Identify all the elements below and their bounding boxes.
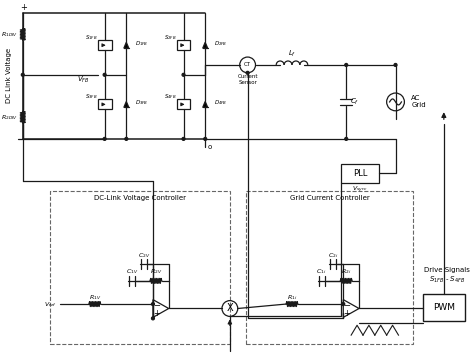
Circle shape [182, 137, 185, 140]
Text: $S_{1FB}$: $S_{1FB}$ [85, 33, 98, 42]
Text: $C_{1i}$: $C_{1i}$ [317, 267, 327, 276]
Bar [246, 191, 413, 344]
Text: DC-Link Voltage Controller: DC-Link Voltage Controller [94, 195, 186, 201]
Circle shape [204, 137, 207, 140]
Text: $-$: $-$ [153, 300, 161, 309]
Text: $V_{ref}$: $V_{ref}$ [45, 300, 57, 309]
Text: PWM: PWM [433, 303, 455, 312]
Text: $R_{1V}$: $R_{1V}$ [89, 293, 101, 302]
Circle shape [152, 303, 155, 305]
Text: $C_{2V}$: $C_{2V}$ [138, 251, 150, 260]
Text: $+$: $+$ [343, 308, 351, 318]
Circle shape [246, 71, 249, 74]
Circle shape [394, 63, 397, 67]
Bar [98, 40, 111, 50]
Text: Drive Signals
$S_{1FB}$ - $S_{4FB}$: Drive Signals $S_{1FB}$ - $S_{4FB}$ [424, 267, 470, 285]
Text: $C_{f}$: $C_{f}$ [350, 97, 360, 107]
Polygon shape [124, 101, 129, 107]
Bar [177, 40, 191, 50]
Circle shape [125, 137, 128, 140]
Text: PLL: PLL [353, 169, 367, 178]
Polygon shape [203, 101, 208, 107]
Text: $R_{1i}$: $R_{1i}$ [287, 293, 297, 302]
Text: +: + [20, 3, 27, 12]
Text: $D_{3FB}$: $D_{3FB}$ [135, 98, 148, 107]
Text: Grid Current Controller: Grid Current Controller [290, 195, 369, 201]
Circle shape [345, 63, 348, 67]
Bar [50, 191, 230, 344]
Circle shape [182, 73, 185, 76]
Text: $-$: $-$ [343, 300, 351, 309]
Text: $V_{sync}$: $V_{sync}$ [352, 185, 368, 195]
Circle shape [103, 137, 106, 140]
Circle shape [342, 303, 345, 305]
Text: CT: CT [244, 62, 251, 67]
Text: $D_{2FB}$: $D_{2FB}$ [214, 39, 228, 48]
Text: $S_{2FB}$: $S_{2FB}$ [164, 33, 177, 42]
Bar [177, 100, 191, 109]
Circle shape [152, 317, 155, 320]
Bar [98, 100, 111, 109]
Text: $V_{FB}$: $V_{FB}$ [77, 74, 90, 85]
Text: $C_{1V}$: $C_{1V}$ [126, 267, 138, 276]
Text: $S_{3FB}$: $S_{3FB}$ [85, 92, 98, 101]
Bar [423, 294, 465, 321]
Text: $C_{2i}$: $C_{2i}$ [328, 251, 338, 260]
Text: $D_{1FB}$: $D_{1FB}$ [135, 39, 148, 48]
Text: X: X [227, 304, 233, 314]
Polygon shape [203, 42, 208, 48]
Text: $R_{1DIV}$: $R_{1DIV}$ [1, 30, 18, 39]
Polygon shape [124, 42, 129, 48]
Circle shape [342, 279, 345, 282]
Circle shape [152, 279, 155, 282]
Text: $R_{2i}$: $R_{2i}$ [341, 267, 351, 276]
Circle shape [21, 73, 24, 76]
Text: $L_{f}$: $L_{f}$ [288, 49, 296, 59]
Bar [341, 164, 379, 183]
Text: o: o [208, 144, 212, 150]
Text: DC Link Voltage: DC Link Voltage [6, 48, 12, 103]
Circle shape [345, 137, 348, 140]
Text: $D_{4FB}$: $D_{4FB}$ [214, 98, 228, 107]
Text: $+$: $+$ [153, 308, 161, 318]
Text: $R_{2DIV}$: $R_{2DIV}$ [1, 113, 18, 122]
Text: Current
Sensor: Current Sensor [237, 74, 258, 85]
Text: $R_{2V}$: $R_{2V}$ [150, 267, 162, 276]
Text: $S_{4FB}$: $S_{4FB}$ [164, 92, 177, 101]
Text: AC
Grid: AC Grid [411, 96, 426, 108]
Circle shape [103, 73, 106, 76]
